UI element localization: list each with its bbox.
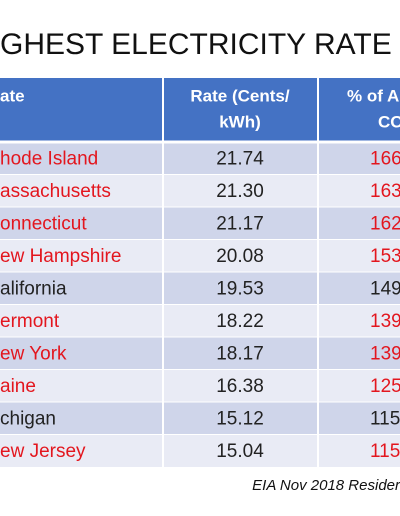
table-row xyxy=(0,142,400,175)
state-cell: onnecticut xyxy=(0,213,87,234)
header-cell: kWh) xyxy=(219,112,261,131)
header-row xyxy=(0,78,400,142)
header-cell: CO xyxy=(378,112,400,131)
state-cell: aine xyxy=(0,376,36,397)
percent-cell: 162 xyxy=(370,213,400,234)
source-note: EIA Nov 2018 Resider xyxy=(252,477,400,494)
state-cell: ermont xyxy=(0,311,60,332)
percent-cell: 115 xyxy=(370,408,400,429)
table-row xyxy=(0,369,400,402)
percent-cell: 163 xyxy=(370,181,400,202)
table-row xyxy=(0,239,400,272)
header-cell: % of A xyxy=(347,86,399,105)
rate-cell: 21.74 xyxy=(216,148,264,169)
percent-cell: 139 xyxy=(370,311,400,332)
percent-cell: 115 xyxy=(370,441,400,462)
table-row xyxy=(0,434,400,467)
rate-cell: 20.08 xyxy=(216,246,264,267)
table-row xyxy=(0,337,400,370)
state-cell: chigan xyxy=(0,408,56,429)
slide-title: GHEST ELECTRICITY RATE xyxy=(0,28,392,61)
rate-cell: 19.53 xyxy=(216,278,264,299)
state-cell: ew Jersey xyxy=(0,441,86,462)
table-row xyxy=(0,304,400,337)
rate-cell: 18.22 xyxy=(216,311,264,332)
percent-cell: 149 xyxy=(370,278,400,299)
state-cell: ew York xyxy=(0,343,67,364)
header-cell: Rate (Cents/ xyxy=(190,86,289,105)
table-row xyxy=(0,174,400,207)
rate-cell: 15.04 xyxy=(216,441,264,462)
table-row xyxy=(0,402,400,435)
state-cell: hode Island xyxy=(0,148,98,169)
state-cell: assachusetts xyxy=(0,181,111,202)
state-cell: ew Hampshire xyxy=(0,246,121,267)
percent-cell: 139 xyxy=(370,343,400,364)
header-cell: ate xyxy=(0,86,25,105)
rate-cell: 15.12 xyxy=(216,408,264,429)
rate-cell: 21.30 xyxy=(216,181,264,202)
rate-cell: 18.17 xyxy=(216,343,264,364)
percent-cell: 125 xyxy=(370,376,400,397)
rate-cell: 16.38 xyxy=(216,376,264,397)
state-cell: alifornia xyxy=(0,278,67,299)
percent-cell: 153 xyxy=(370,246,400,267)
table-row xyxy=(0,207,400,240)
table-row xyxy=(0,272,400,305)
percent-cell: 166 xyxy=(370,148,400,169)
rate-cell: 21.17 xyxy=(216,213,264,234)
